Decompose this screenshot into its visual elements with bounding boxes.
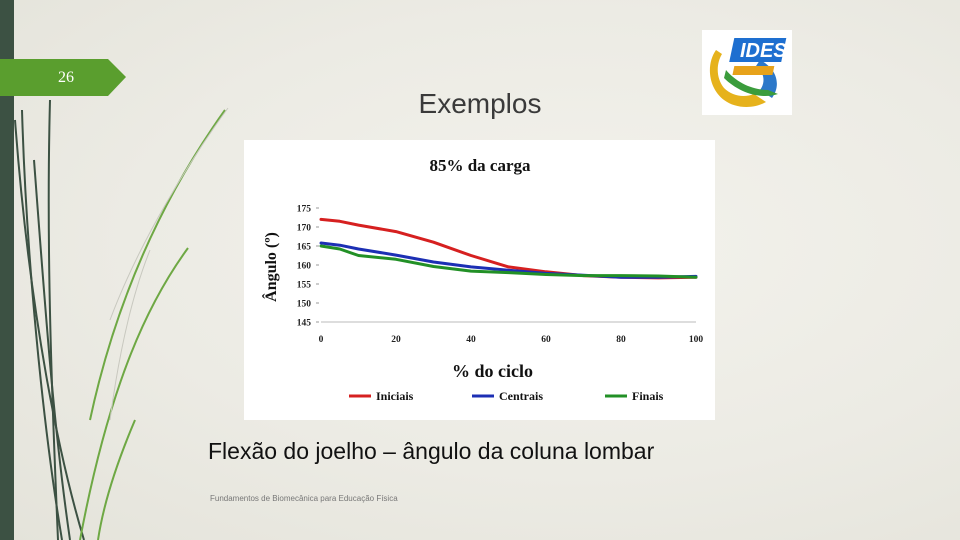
x-tick-label: 80 [616, 335, 626, 345]
slide-caption: Flexão do joelho – ângulo da coluna lomb… [208, 438, 655, 464]
ides-logo: IDES [702, 30, 792, 115]
slide-number: 26 [58, 69, 74, 86]
chart-panel: 145 150 155 160 165 170 175 0 20 40 60 80 100 Ângulo … [244, 140, 715, 420]
slide-title: Exemplos [418, 88, 542, 119]
x-tick-label: 100 [689, 335, 704, 345]
ides-logo-graphic: IDES [709, 38, 787, 108]
legend-label-iniciais: Iniciais [376, 389, 414, 403]
x-axis-label: % do ciclo [452, 361, 533, 381]
left-accent-bar [0, 0, 14, 540]
y-tick-label: 155 [297, 281, 312, 291]
y-tick-label: 165 [297, 243, 312, 253]
legend-label-centrais: Centrais [499, 389, 543, 403]
y-tick-label: 150 [297, 300, 312, 310]
x-tick-label: 0 [319, 335, 324, 345]
y-tick-label: 145 [297, 319, 312, 329]
x-tick-label: 60 [541, 335, 551, 345]
series-line-finais [319, 244, 698, 279]
y-axis-label: Ângulo (º) [261, 232, 280, 302]
y-tick-label: 175 [297, 205, 312, 215]
line-chart: 145 150 155 160 165 170 175 0 20 40 60 80 100 Ângulo … [261, 205, 704, 404]
y-tick-label: 170 [297, 224, 312, 234]
slide-number-tab [0, 59, 126, 96]
chart-title: 85% da carga [429, 156, 531, 175]
slide-footer: Fundamentos de Biomecânica para Educação… [210, 494, 398, 503]
ides-logo-text: IDES [740, 40, 787, 62]
series-line-centrais [319, 241, 698, 279]
y-tick-label: 160 [297, 262, 312, 272]
x-tick-label: 40 [466, 335, 476, 345]
legend-label-finais: Finais [632, 389, 664, 403]
x-tick-label: 20 [391, 335, 401, 345]
